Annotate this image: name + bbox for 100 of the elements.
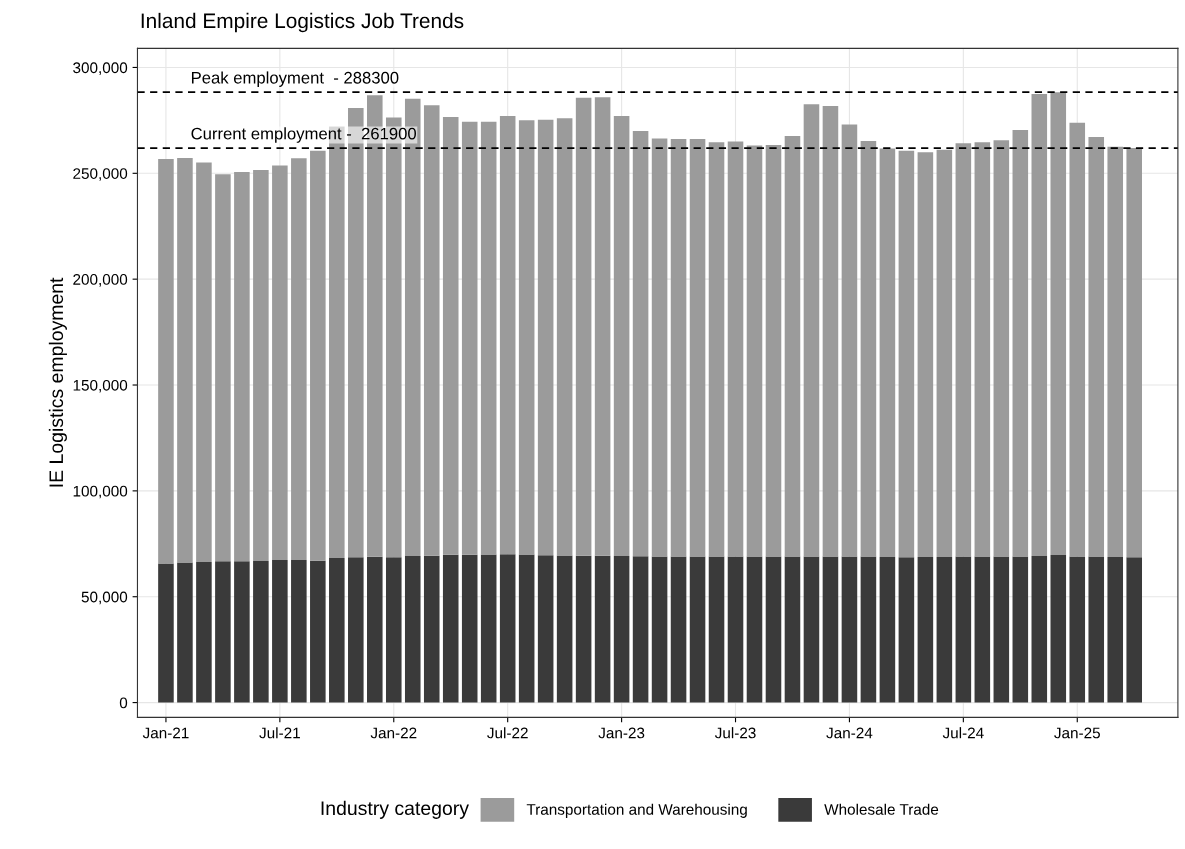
bar: [936, 149, 953, 557]
bar: [575, 97, 592, 556]
bar: [689, 139, 706, 557]
bar: [1069, 556, 1086, 703]
bar: [841, 124, 858, 557]
bar: [1107, 146, 1124, 557]
bar: [993, 556, 1010, 703]
bar: [708, 142, 725, 557]
bar: [727, 556, 744, 703]
y-axis-title: IE Logistics employment: [48, 277, 67, 487]
bar: [215, 174, 231, 562]
legend-title: Industry category: [321, 800, 469, 819]
x-tick-label: Jul-24: [942, 727, 984, 739]
bar: [803, 104, 820, 557]
bar: [1012, 556, 1029, 703]
bar: [860, 556, 877, 703]
bar: [879, 556, 896, 703]
y-tick-label: 0: [119, 697, 128, 709]
bar: [594, 555, 611, 703]
bar: [993, 140, 1010, 557]
bar: [518, 120, 535, 555]
bar: [974, 142, 991, 557]
x-tick-label: Jan-25: [1054, 727, 1100, 739]
y-tick-label: 100,000: [73, 485, 128, 499]
bar: [556, 118, 573, 556]
bar: [1088, 556, 1105, 703]
bar: [177, 158, 193, 563]
bar: [499, 554, 516, 703]
bar: [746, 556, 763, 703]
legend-label: Wholesale Trade: [824, 803, 939, 815]
y-tick-label: 250,000: [73, 168, 128, 181]
bar: [746, 145, 763, 557]
bar: [917, 152, 934, 557]
bar: [1031, 94, 1048, 557]
bar: [613, 556, 630, 703]
bar: [803, 556, 820, 703]
bar: [1031, 556, 1048, 703]
bar: [442, 554, 459, 703]
y-tick-label: 150,000: [73, 379, 128, 393]
bar: [613, 115, 630, 557]
y-tick-label: 300,000: [73, 62, 128, 75]
bar: [385, 557, 402, 703]
bar: [822, 105, 839, 557]
bar: [537, 555, 554, 703]
bar: [1050, 92, 1067, 556]
bar: [1088, 136, 1105, 557]
bar: [461, 121, 478, 555]
bar: [158, 159, 174, 564]
bar: [291, 559, 307, 703]
bar: [765, 144, 782, 557]
bar: [348, 557, 364, 703]
bar: [1126, 148, 1143, 558]
bar: [784, 556, 801, 703]
bar: [310, 560, 326, 703]
bar: [860, 141, 877, 557]
bar: [955, 143, 972, 557]
bar: [651, 556, 668, 703]
bar: [898, 557, 915, 703]
y-tick-label: 200,000: [73, 274, 128, 287]
x-tick-label: Jan-24: [826, 727, 873, 739]
bar: [689, 556, 706, 703]
x-tick-label: Jul-21: [259, 727, 300, 739]
bar: [196, 562, 212, 703]
bar: [329, 557, 345, 703]
bar: [651, 138, 668, 557]
bar: [1012, 130, 1029, 557]
bar: [670, 139, 687, 557]
bar: [936, 556, 953, 703]
bar: [1126, 557, 1143, 703]
bar: [480, 554, 497, 703]
x-tick-label: Jan-21: [142, 727, 189, 739]
bar: [708, 556, 725, 703]
bar: [1069, 122, 1086, 557]
bar: [765, 556, 782, 703]
bar: [234, 172, 250, 562]
bar: [158, 563, 174, 703]
bar: [974, 556, 991, 703]
bar: [215, 561, 231, 703]
bar: [196, 162, 212, 563]
bar: [367, 556, 383, 703]
bar: [234, 561, 250, 703]
ref-line-label: Current employment - 261900: [191, 127, 417, 143]
bar: [461, 554, 478, 703]
bar: [499, 115, 516, 555]
bar: [879, 148, 896, 557]
bar: [1050, 555, 1067, 703]
bar: [670, 556, 687, 703]
bar: [348, 108, 364, 558]
bar: [537, 119, 554, 556]
chart-title: Inland Empire Logistics Job Trends: [141, 12, 464, 33]
legend-label: Transportation and Warehousing: [526, 803, 747, 818]
bar: [841, 556, 858, 703]
bar: [784, 136, 801, 557]
bar: [272, 560, 288, 703]
bar: [423, 105, 440, 556]
bar: [310, 150, 326, 561]
bar: [253, 169, 269, 561]
x-tick-label: Jan-23: [598, 727, 645, 739]
x-tick-label: Jul-22: [487, 727, 528, 739]
bar: [727, 141, 744, 557]
